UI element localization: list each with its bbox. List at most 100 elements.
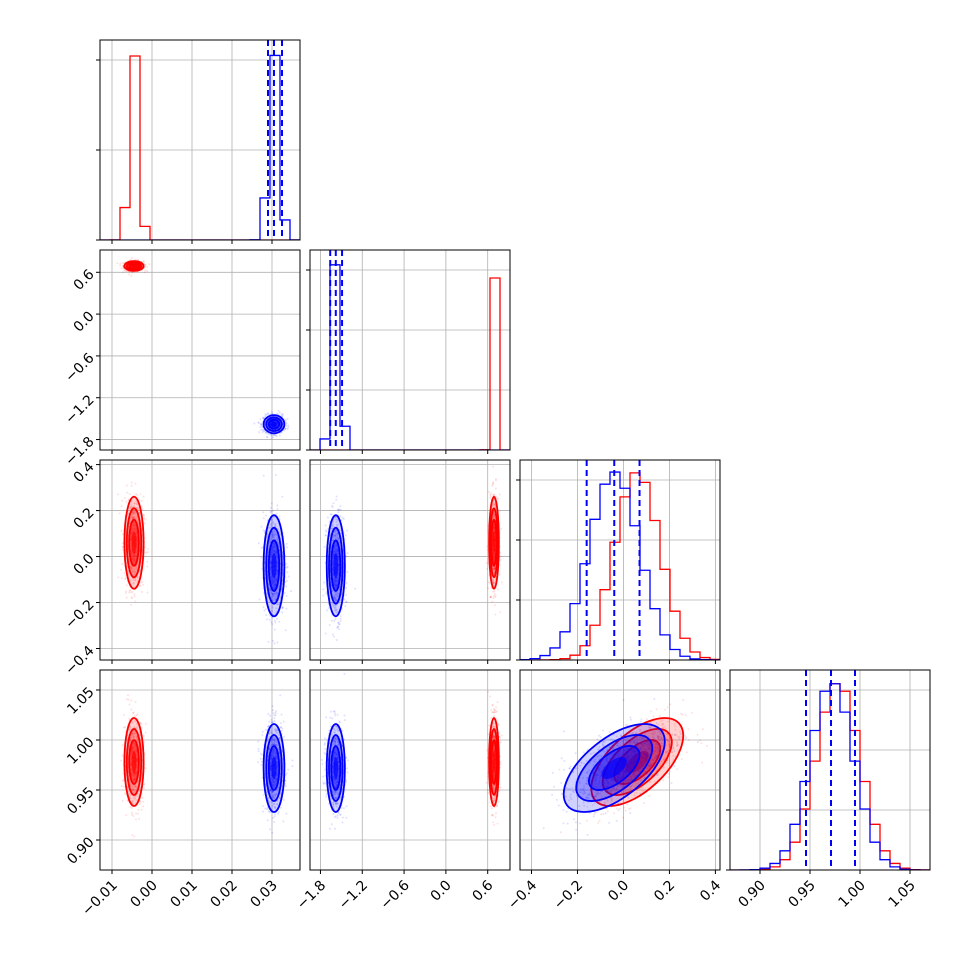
scatter-point — [330, 513, 333, 516]
scatter-point — [322, 594, 325, 597]
scatter-point — [493, 590, 496, 593]
scatter-point — [132, 557, 135, 560]
scatter-point — [492, 579, 495, 582]
scatter-point — [270, 576, 273, 579]
scatter-point — [132, 510, 135, 513]
scatter-point — [131, 511, 134, 514]
scatter-point — [490, 492, 493, 495]
scatter-point — [131, 531, 134, 534]
contour-line — [128, 262, 140, 270]
scatter-point — [272, 581, 275, 584]
scatter-point — [133, 835, 136, 838]
scatter-point — [274, 522, 277, 525]
panel-1-1 — [306, 249, 511, 454]
scatter-point — [487, 581, 490, 584]
scatter-point — [130, 552, 133, 555]
scatter-point — [271, 551, 274, 554]
density-fill — [492, 531, 496, 555]
scatter-point — [126, 566, 129, 569]
scatter-point — [132, 712, 135, 715]
scatter-point — [272, 581, 275, 584]
scatter-point — [274, 598, 277, 601]
scatter-point — [144, 269, 147, 272]
scatter-point — [273, 534, 276, 537]
scatter-point — [272, 522, 275, 525]
scatter-point — [131, 569, 134, 572]
scatter-point — [142, 805, 145, 808]
scatter-point — [136, 265, 139, 268]
scatter-point — [273, 542, 276, 545]
scatter-point — [492, 494, 495, 497]
scatter-point — [275, 547, 278, 550]
scatter-point — [130, 500, 133, 503]
scatter-point — [339, 515, 342, 518]
scatter-point — [278, 411, 281, 414]
contour-line — [267, 539, 281, 592]
contour-line — [262, 414, 286, 435]
scatter-point — [343, 598, 346, 601]
scatter-point — [275, 573, 278, 576]
scatter-point — [132, 554, 135, 557]
scatter-point — [127, 572, 130, 575]
scatter-point — [324, 632, 327, 635]
scatter-point — [132, 524, 135, 527]
scatter-point — [271, 639, 274, 642]
scatter-point — [493, 582, 496, 585]
scatter-point — [141, 508, 144, 511]
scatter-point — [270, 533, 273, 536]
scatter-point — [493, 566, 496, 569]
scatter-point — [330, 504, 333, 507]
scatter-point — [280, 726, 283, 729]
scatter-point — [281, 727, 284, 730]
scatter-point — [264, 430, 267, 433]
density-fill — [131, 751, 137, 773]
scatter-point — [269, 562, 272, 565]
scatter-point — [269, 589, 272, 592]
scatter-point — [272, 549, 275, 552]
scatter-point — [271, 420, 274, 423]
scatter-point — [266, 436, 269, 439]
scatter-point — [339, 508, 342, 511]
scatter-point — [281, 412, 284, 415]
scatter-point — [346, 552, 349, 555]
scatter-point — [278, 434, 281, 437]
scatter-point — [265, 618, 268, 621]
scatter-point — [273, 592, 276, 595]
scatter-point — [274, 594, 277, 597]
scatter-point — [263, 609, 266, 612]
scatter-point — [276, 569, 279, 572]
scatter-point — [286, 428, 289, 431]
scatter-point — [132, 522, 135, 525]
scatter-point — [344, 534, 347, 537]
scatter-point — [273, 434, 276, 437]
scatter-point — [269, 562, 272, 565]
scatter-point — [268, 587, 271, 590]
scatter-point — [132, 558, 135, 561]
scatter-point — [130, 533, 133, 536]
scatter-point — [262, 428, 265, 431]
scatter-point — [121, 562, 124, 565]
scatter-point — [287, 575, 290, 578]
scatter-point — [272, 578, 275, 581]
scatter-point — [138, 511, 141, 514]
scatter-point — [276, 603, 279, 606]
scatter-point — [270, 420, 273, 423]
scatter-point — [125, 500, 128, 503]
scatter-point — [275, 554, 278, 557]
scatter-point — [124, 591, 127, 594]
scatter-point — [331, 633, 334, 636]
scatter-point — [131, 529, 134, 532]
scatter-point — [120, 529, 123, 532]
panel-2-1 — [309, 459, 511, 664]
scatter-point — [280, 414, 283, 417]
scatter-point — [132, 524, 135, 527]
scatter-point — [275, 420, 278, 423]
scatter-point — [273, 550, 276, 553]
scatter-point — [272, 434, 275, 437]
scatter-point — [130, 264, 133, 267]
scatter-point — [135, 552, 138, 555]
scatter-point — [267, 433, 270, 436]
scatter-point — [286, 571, 289, 574]
scatter-point — [131, 527, 134, 530]
scatter-point — [272, 580, 275, 583]
